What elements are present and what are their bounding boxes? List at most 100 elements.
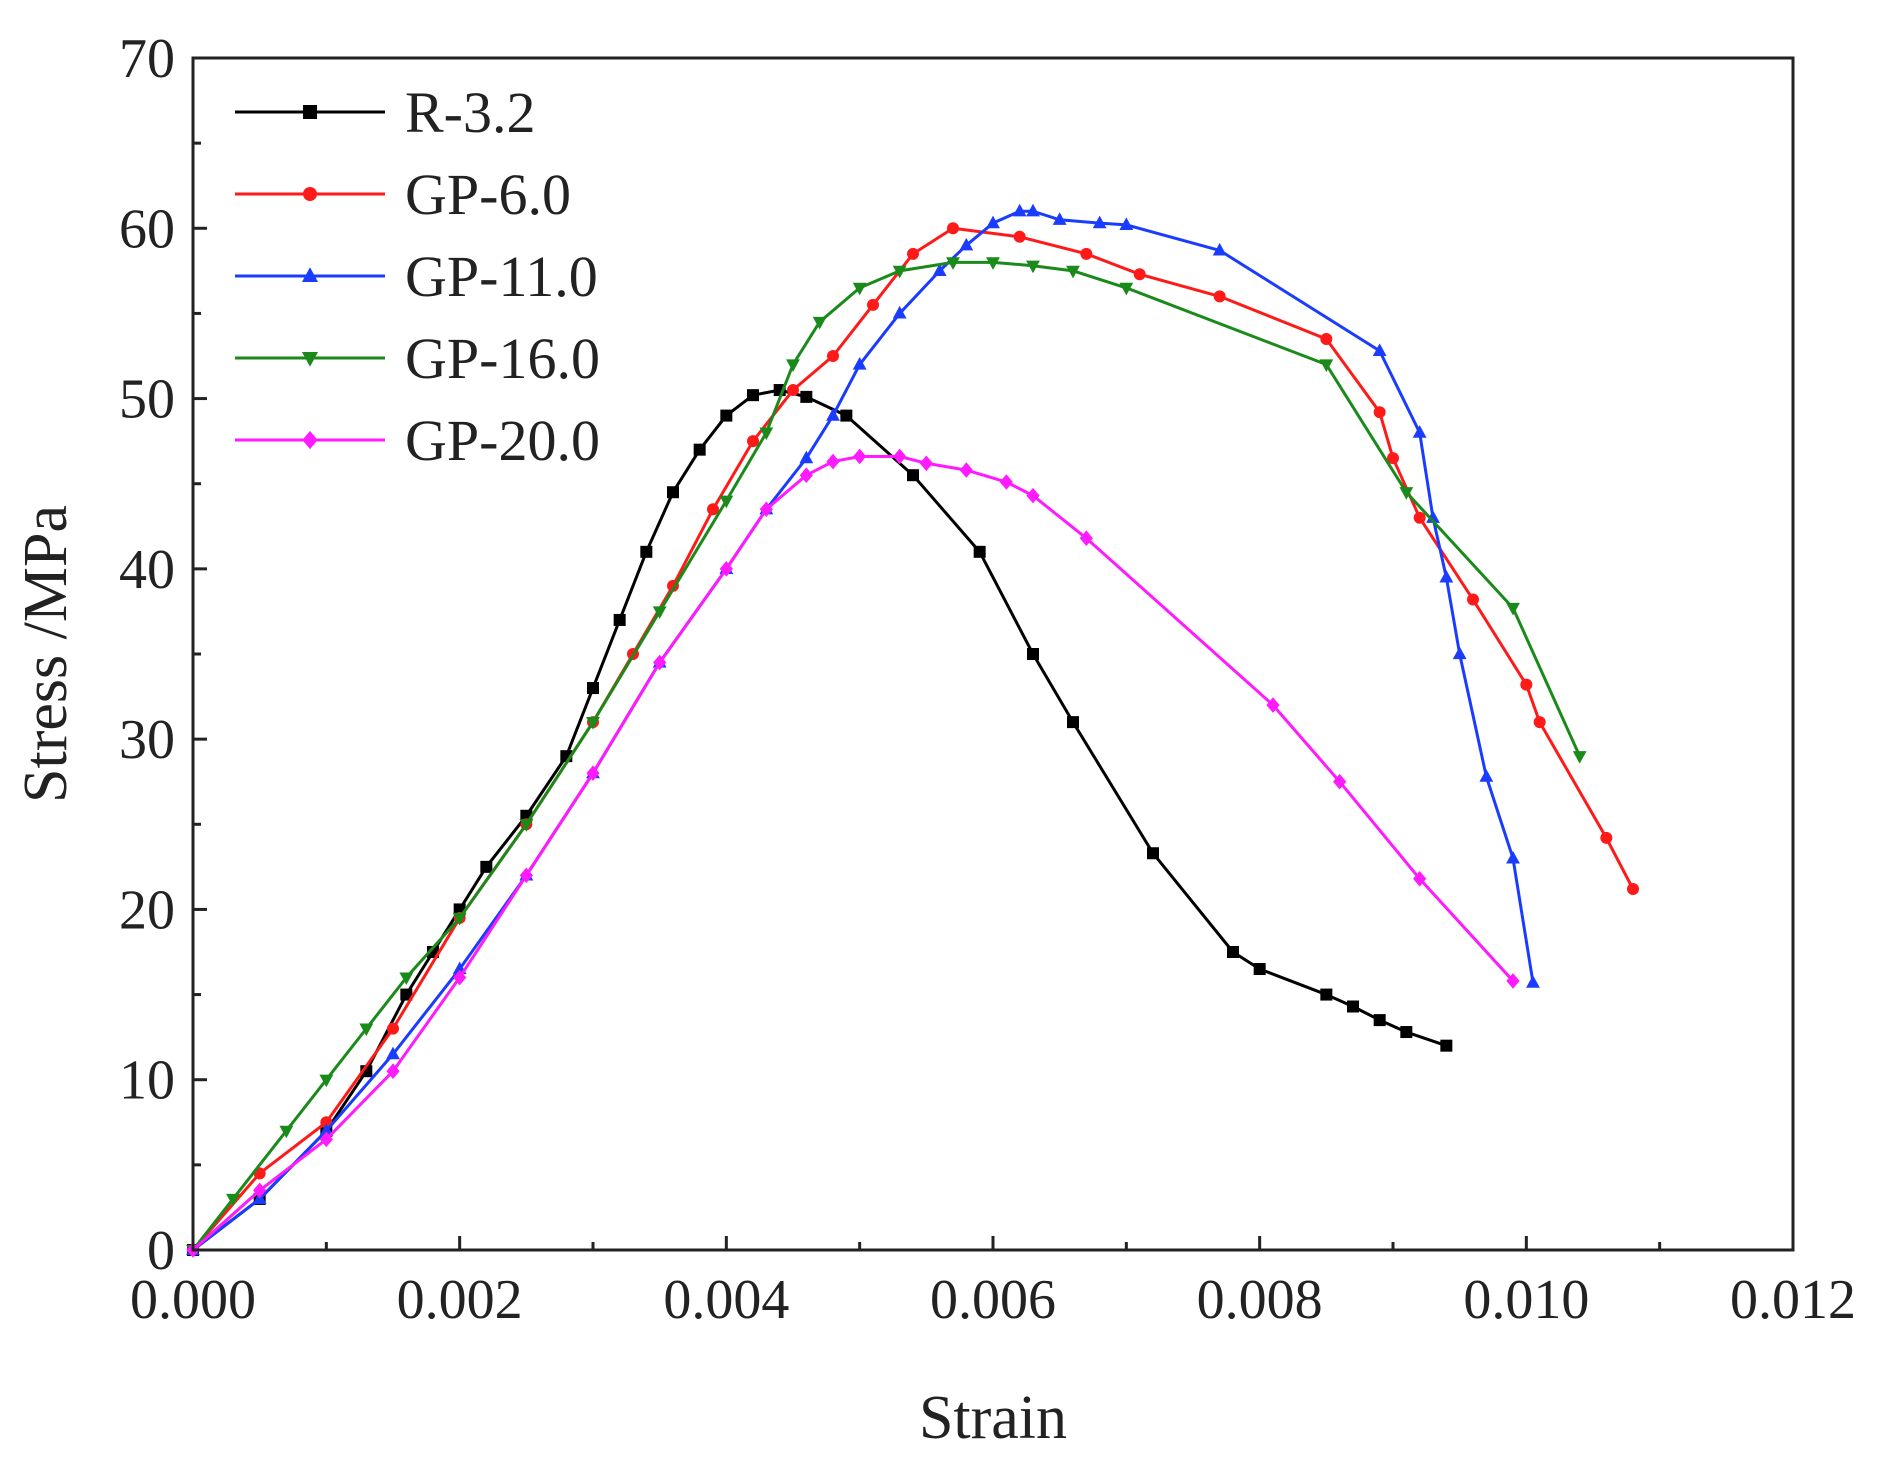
data-point — [1013, 230, 1026, 243]
data-point — [1373, 1014, 1386, 1027]
series-layer — [186, 203, 1639, 1258]
y-tick-label: 40 — [119, 539, 175, 601]
data-point — [719, 495, 734, 509]
legend-label: GP-6.0 — [405, 162, 571, 227]
data-point — [1373, 406, 1386, 419]
data-point — [1627, 882, 1639, 895]
data-point — [1079, 530, 1093, 547]
data-point — [973, 545, 986, 558]
data-point — [892, 305, 907, 319]
data-point — [386, 1063, 400, 1079]
y-tick-label: 30 — [119, 709, 175, 771]
data-point — [359, 1023, 374, 1037]
data-point — [759, 427, 774, 441]
y-axis-title: Stress /MPa — [12, 505, 80, 803]
data-point — [812, 316, 827, 330]
data-point — [1479, 769, 1494, 782]
data-point — [799, 467, 813, 483]
data-point — [853, 448, 867, 465]
data-point — [1319, 359, 1334, 373]
y-tick-label: 50 — [119, 369, 175, 431]
legend-marker — [303, 187, 317, 201]
data-point — [999, 474, 1013, 490]
data-point — [1333, 773, 1347, 790]
data-point — [1413, 511, 1426, 524]
legend-marker — [302, 430, 318, 450]
data-point — [1372, 343, 1387, 356]
data-point — [826, 408, 840, 421]
data-point — [1212, 242, 1227, 256]
data-point — [719, 561, 733, 577]
data-point — [1080, 247, 1093, 260]
data-point — [800, 390, 813, 403]
data-point — [1133, 268, 1146, 281]
data-point — [1027, 648, 1039, 660]
data-point — [840, 409, 853, 422]
data-point — [319, 1123, 334, 1136]
x-tick-label: 0.008 — [1197, 1269, 1323, 1331]
data-point — [253, 1182, 267, 1199]
data-point — [947, 222, 959, 235]
data-point — [1253, 963, 1266, 976]
data-point — [653, 654, 667, 671]
data-point — [1026, 487, 1040, 504]
data-point — [1026, 260, 1040, 274]
y-tick-label: 0 — [147, 1220, 175, 1282]
data-point — [1426, 510, 1440, 523]
data-point — [519, 819, 534, 832]
data-point — [707, 503, 719, 516]
data-point — [652, 606, 667, 619]
data-point — [587, 682, 599, 695]
data-point — [586, 765, 600, 781]
y-axis: 0 10 20 30 40 50 60 70 — [119, 28, 207, 1282]
data-point — [319, 1131, 333, 1148]
data-point — [1572, 751, 1587, 764]
data-point — [759, 501, 773, 518]
data-point — [693, 443, 706, 456]
data-point — [1119, 217, 1134, 230]
data-point — [1413, 870, 1427, 887]
legend-item: GP-20.0 — [235, 408, 600, 473]
data-point — [786, 359, 800, 373]
data-point — [1506, 973, 1520, 989]
data-point — [1526, 975, 1540, 988]
data-point — [1600, 831, 1613, 844]
data-point — [586, 717, 600, 730]
data-point — [959, 462, 973, 478]
legend-label: GP-20.0 — [405, 408, 600, 473]
x-tick-label: 0.004 — [663, 1269, 789, 1331]
data-point — [319, 1074, 334, 1088]
data-point — [1506, 602, 1520, 616]
data-point — [1092, 215, 1107, 229]
legend: R-3.2 GP-6.0 GP-11.0 GP-16.0 GP-20.0 — [235, 80, 600, 473]
x-axis-title: Strain — [919, 1384, 1067, 1452]
y-tick-label: 20 — [119, 879, 175, 941]
data-point — [907, 247, 919, 260]
data-point — [453, 969, 467, 986]
data-point — [986, 257, 1000, 270]
data-point — [480, 860, 493, 873]
data-point — [1440, 1039, 1453, 1052]
legend-label: R-3.2 — [405, 80, 536, 145]
data-point — [452, 912, 467, 926]
data-point — [1266, 697, 1280, 713]
data-point — [386, 1046, 400, 1060]
data-point — [827, 350, 839, 362]
data-point — [1399, 487, 1414, 500]
data-point — [1533, 716, 1546, 729]
legend-marker — [301, 352, 319, 367]
data-point — [613, 613, 626, 626]
data-point — [799, 450, 814, 464]
legend-item: R-3.2 — [235, 80, 536, 145]
data-point — [1520, 678, 1533, 691]
data-point — [932, 263, 947, 276]
data-point — [1347, 1000, 1359, 1013]
data-point — [852, 357, 867, 370]
data-point — [747, 389, 759, 402]
legend-marker — [303, 105, 317, 119]
data-point — [720, 409, 733, 422]
x-tick-label: 0.000 — [130, 1269, 256, 1331]
data-point — [852, 282, 867, 296]
data-point — [640, 545, 653, 558]
